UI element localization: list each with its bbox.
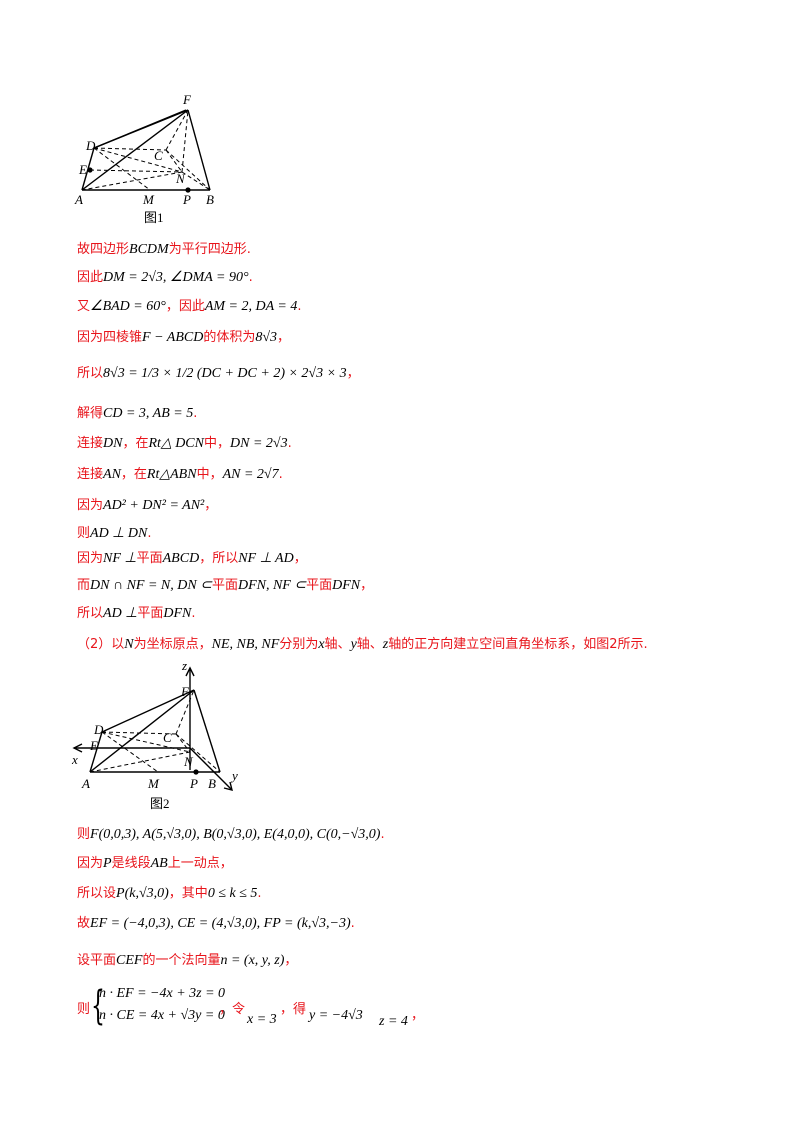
text-line-4: 因为四棱锥F − ABCD的体积为8√3， xyxy=(77,330,291,345)
trailing-comma: ， xyxy=(411,1008,425,1023)
coordinate-diagram-2: z F D C E x N y A M P B 图2 xyxy=(71,658,238,811)
label-y: y xyxy=(230,768,238,783)
label-D: D xyxy=(85,138,96,153)
label-F: F xyxy=(180,684,190,699)
text-line-8: 连接AN，在Rt△ABN中，AN = 2√7. xyxy=(77,467,283,482)
equation-system-line: 则 { n · EF = −4x + 3z = 0 n · CE = 4x + … xyxy=(77,984,797,1034)
label-C: C xyxy=(154,148,163,163)
ze-label: 则 xyxy=(77,1002,91,1017)
label-P: P xyxy=(182,192,191,207)
text-line-14: （2）以N为坐标原点，NE, NB, NF分别为x轴、y轴、z轴的正方向建立空间… xyxy=(77,637,648,652)
ling-label: ，令 xyxy=(219,1002,246,1017)
text-line-6: 解得CD = 3, AB = 5. xyxy=(77,406,198,421)
text-line-19: 设平面CEF的一个法向量n = (x, y, z)， xyxy=(77,953,298,968)
equation-2: n · CE = 4x + √3y = 0 xyxy=(99,1008,225,1023)
figure-1: F D C E N A M P B 图1 xyxy=(70,90,230,240)
label-z: z xyxy=(181,660,187,673)
text-line-17: 所以设P(k,√3,0)，其中0 ≤ k ≤ 5. xyxy=(77,886,262,901)
label-E: E xyxy=(78,162,87,177)
label-N: N xyxy=(175,171,186,186)
figure-2: z F D C E x N y A M P B 图2 xyxy=(68,658,258,820)
de-label: ，得 xyxy=(280,1002,307,1017)
equation-1: n · EF = −4x + 3z = 0 xyxy=(99,986,226,1001)
label-B: B xyxy=(206,192,214,207)
label-N: N xyxy=(183,754,194,769)
text-line-18: 故EF = (−4,0,3), CE = (4,√3,0), FP = (k,√… xyxy=(77,916,355,931)
label-A: A xyxy=(74,192,83,207)
text-line-1: 故四边形BCDM为平行四边形. xyxy=(77,242,251,257)
label-M: M xyxy=(147,776,160,791)
label-M: M xyxy=(142,192,155,207)
text-line-11: 因为NF ⊥平面ABCD，所以NF ⊥ AD， xyxy=(77,551,307,566)
z-value: z = 4 xyxy=(379,1014,408,1029)
label-x: x xyxy=(71,752,78,767)
text-line-9: 因为AD² + DN² = AN²， xyxy=(77,498,218,513)
label-P: P xyxy=(189,776,198,791)
x-value: x = 3 xyxy=(247,1012,277,1027)
text-line-10: 则AD ⊥ DN. xyxy=(77,526,152,541)
label-D: D xyxy=(93,722,104,737)
text-line-2: 因此DM = 2√3, ∠DMA = 90°. xyxy=(77,270,253,285)
label-B: B xyxy=(208,776,216,791)
y-value: y = −4√3 xyxy=(309,1008,363,1023)
text-line-3: 又∠BAD = 60°，因此AM = 2, DA = 4. xyxy=(77,299,302,314)
pyramid-diagram-1: F D C E N A M P B 图1 xyxy=(74,92,214,225)
figure-1-caption: 图1 xyxy=(144,210,164,225)
figure-2-caption: 图2 xyxy=(150,796,170,811)
text-line-16: 因为P是线段AB上一动点， xyxy=(77,856,233,871)
text-line-5: 所以8√3 = 1/3 × 1/2 (DC + DC + 2) × 2√3 × … xyxy=(77,366,360,381)
label-C: C xyxy=(163,730,172,745)
label-F: F xyxy=(182,92,192,107)
text-line-12: 而DN ∩ NF = N, DN ⊂平面DFN, NF ⊂平面DFN， xyxy=(77,578,374,593)
label-A: A xyxy=(81,776,90,791)
text-line-15: 则F(0,0,3), A(5,√3,0), B(0,√3,0), E(4,0,0… xyxy=(77,827,385,842)
label-E: E xyxy=(89,738,98,753)
text-line-7: 连接DN，在Rt△ DCN中，DN = 2√3. xyxy=(77,436,292,451)
text-line-13: 所以AD ⊥平面DFN. xyxy=(77,606,196,621)
left-brace: { xyxy=(91,983,105,1029)
